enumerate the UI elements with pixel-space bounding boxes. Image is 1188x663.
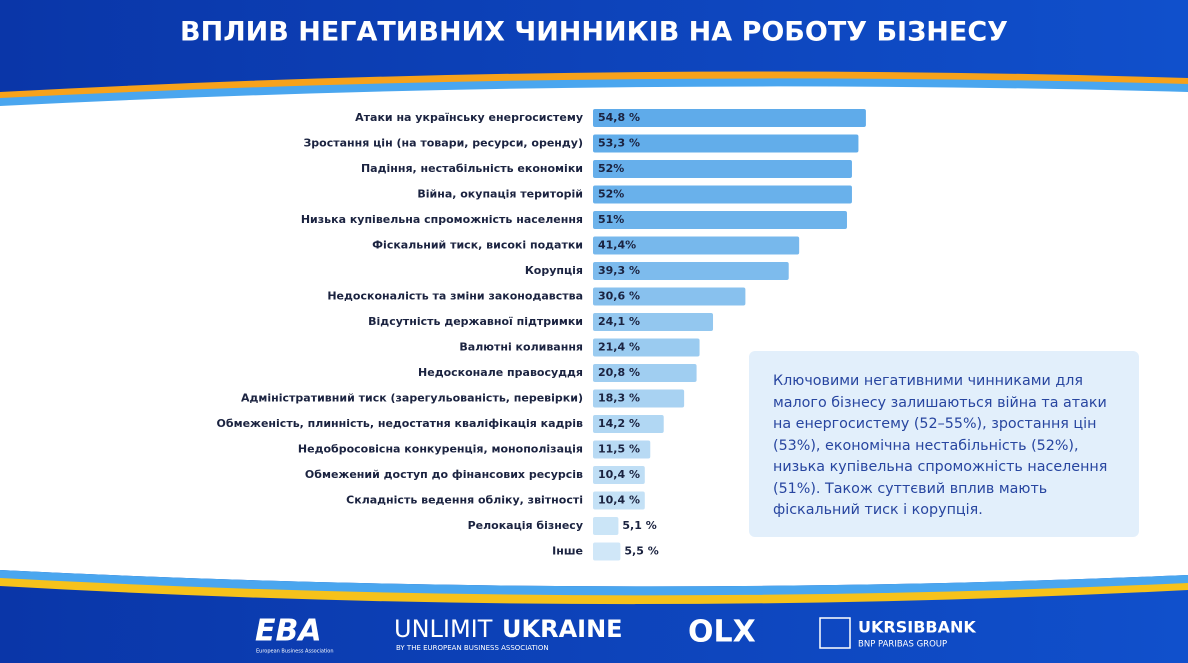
bar [593,389,685,408]
bar [593,542,621,561]
value-label: 24,1 % [598,315,640,328]
bar [593,313,714,331]
logo: OLX [688,615,756,650]
value-label: 20,8 % [598,366,640,379]
category-label: Недобросовісна конкуренція, монополізаці… [298,443,583,456]
category-label: Фіскальний тиск, високі податки [372,239,583,252]
category-label: Релокація бізнесу [468,519,583,532]
category-label: Валютні коливання [459,341,583,354]
value-label: 30,6 % [598,290,640,303]
value-label: 53,3 % [598,137,640,150]
bar [593,109,866,127]
logo-sub: European Business Association [256,649,334,655]
stripe [0,578,1188,605]
value-label: 39,3 % [598,264,640,277]
category-label: Падіння, нестабільність економіки [361,162,583,175]
value-label: 51% [598,213,624,226]
category-label: Інше [552,545,583,558]
bar [593,338,700,357]
bar [593,211,847,229]
value-label: 52% [598,162,624,175]
value-label: 5,1 % [622,519,656,532]
logo: UKRAINE [502,615,623,643]
bar [593,134,859,153]
stripe [0,71,1188,100]
category-label: Недосконале правосуддя [418,366,583,379]
logo-sub: BY THE EUROPEAN BUSINESS ASSOCIATION [396,644,549,652]
value-label: 5,5 % [624,545,658,558]
category-label: Атаки на українську енергосистему [355,111,583,124]
bar [593,466,645,484]
value-label: 41,4% [598,239,636,252]
logo-icon [819,617,851,649]
category-label: Обмежений доступ до фінансових ресурсів [305,468,583,481]
bar [593,415,664,433]
bar [593,440,651,459]
logo: UKRSIBBANK [858,618,976,637]
value-label: 21,4 % [598,341,640,354]
value-label: 11,5 % [598,443,640,456]
value-label: 54,8 % [598,111,640,124]
bar [593,160,852,178]
logo: EBA [255,614,322,649]
value-label: 52% [598,188,624,201]
chart-title: ВПЛИВ НЕГАТИВНИХ ЧИННИКІВ НА РОБОТУ БІЗН… [180,17,1008,48]
value-label: 10,4 % [598,468,640,481]
bar [593,185,852,204]
category-label: Зростання цін (на товари, ресурси, оренд… [303,137,583,150]
value-label: 14,2 % [598,417,640,430]
category-label: Складність ведення обліку, звітності [346,494,583,507]
bar [593,491,645,510]
value-label: 18,3 % [598,392,640,405]
bar [593,364,697,382]
category-label: Корупція [525,264,583,277]
category-label: Обмеженість, плинність, недостатня квалі… [217,417,583,430]
category-label: Війна, окупація територій [417,188,583,201]
value-label: 10,4 % [598,494,640,507]
annotation: Ключовими негативними чинниками для мало… [749,351,1139,537]
bar [593,236,800,255]
category-label: Відсутність державної підтримки [368,315,583,328]
bar [593,287,746,306]
logo: UNLIMIT [394,615,493,643]
stripe [0,78,1188,110]
bar [593,262,789,280]
category-label: Низька купівельна спроможність населення [301,213,583,226]
logo-sub: BNP PARIBAS GROUP [858,640,947,650]
category-label: Недосконалість та зміни законодавства [327,290,583,303]
category-label: Адміністративний тиск (зарегульованість,… [241,392,583,405]
bar [593,517,619,535]
